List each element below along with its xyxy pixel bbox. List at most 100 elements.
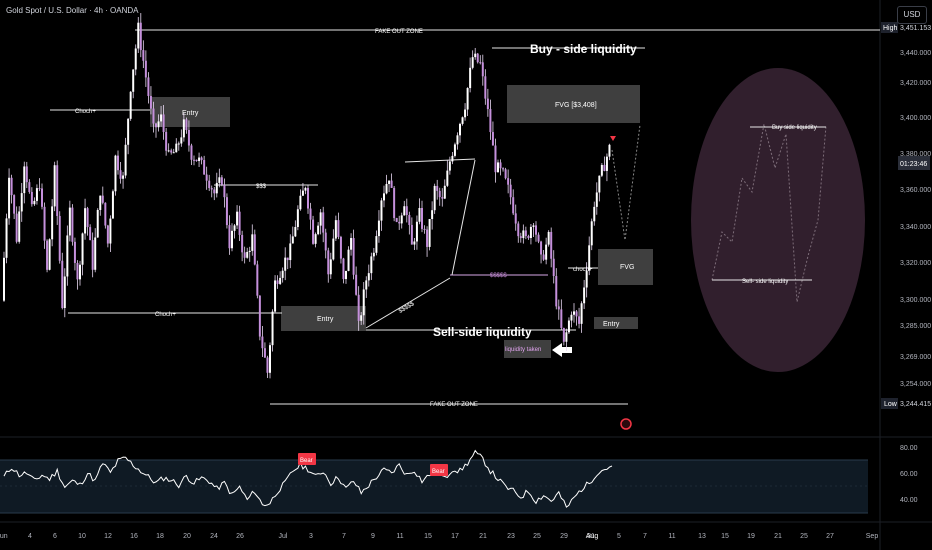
candle-body [61, 260, 64, 308]
candle-body [529, 226, 532, 239]
candle-body [375, 236, 378, 253]
candle-body [502, 168, 505, 170]
price-tick-label: 3,380.000 [900, 151, 931, 158]
candle-body [469, 67, 472, 89]
candle-body [5, 218, 8, 258]
candle-body [329, 259, 332, 275]
candle-body [122, 175, 125, 179]
candle-body [578, 316, 581, 324]
candle-body [514, 213, 517, 224]
candle-body [18, 211, 21, 242]
candle-body [471, 57, 474, 68]
candle-body [248, 250, 251, 252]
candle-body [453, 144, 456, 156]
currency-button[interactable]: USD [897, 6, 927, 24]
time-tick-label: 17 [451, 533, 459, 540]
time-tick-label: 9 [371, 533, 375, 540]
candle-body [418, 208, 421, 222]
candle-body [291, 236, 294, 244]
candle-body [256, 264, 259, 296]
high-value: 3,451.153 [900, 25, 931, 32]
candle-body [8, 177, 11, 219]
candle-body [415, 221, 418, 242]
candle-body [25, 166, 28, 183]
candle-body [236, 211, 239, 226]
time-tick-label: 11 [396, 533, 403, 540]
candle-body [347, 249, 350, 271]
candle-body [314, 234, 317, 244]
candle-body [79, 264, 81, 280]
candle-body [203, 160, 206, 175]
candle-body [81, 233, 84, 265]
candle-body [91, 240, 94, 270]
candle-body [605, 156, 608, 171]
candle-body [124, 144, 127, 176]
candle-body [127, 118, 130, 145]
candle-body [177, 143, 180, 145]
candle-body [307, 187, 309, 209]
candle-body [117, 155, 119, 171]
candle-body [94, 237, 97, 270]
fake-out-bottom-label: FAKE OUT ZONE [430, 402, 478, 408]
candle-body [567, 320, 570, 333]
candle-body [225, 197, 228, 226]
price-tick-label: 3,420.000 [900, 80, 931, 87]
candle-body [509, 184, 512, 198]
time-tick-label: 3 [309, 533, 313, 540]
candle-body [608, 144, 611, 157]
candle-body [106, 225, 109, 244]
candle-body [362, 289, 365, 316]
rsi-tick-label: 60.00 [900, 471, 918, 478]
candle-body [33, 200, 36, 205]
entry-label-2: Entry [317, 316, 334, 323]
candle-body [253, 234, 256, 265]
candle-body [481, 62, 484, 77]
trend-line [404, 158, 476, 163]
candle-body [484, 76, 487, 99]
time-tick-label: 23 [507, 533, 515, 540]
candle-body [413, 241, 416, 245]
time-tick-label: 7 [342, 533, 346, 540]
time-tick-label-month: Aug [586, 533, 599, 540]
candle-body [319, 212, 322, 226]
candle-body [243, 252, 246, 258]
entry-zone-3 [594, 317, 638, 329]
candle-body [281, 270, 284, 278]
candle-body [555, 275, 558, 307]
candle-body [86, 208, 89, 228]
candle-body [266, 357, 269, 373]
symbol-title: Gold Spot / U.S. Dollar · 4h · OANDA [6, 6, 139, 15]
candle-body [517, 223, 520, 237]
candle-body [200, 157, 203, 161]
candle-body [15, 213, 18, 242]
candle-body [491, 132, 494, 146]
time-tick-label: 4 [28, 533, 32, 540]
candle-body [63, 276, 66, 308]
candle-body [208, 180, 211, 189]
candle-body [147, 77, 150, 96]
rsi-line [3, 449, 613, 508]
price-tick-label: 3,340.000 [900, 224, 931, 231]
candle-body [410, 224, 413, 245]
time-tick-label: 31 [587, 533, 595, 540]
candle-body [352, 238, 355, 275]
candle-body [304, 187, 307, 191]
candle-body [428, 219, 431, 247]
candle-body [223, 184, 226, 198]
candle-body [431, 210, 434, 220]
candle-body [162, 114, 165, 132]
candle-body [532, 225, 535, 227]
circle-buy-label: Buy side liquidity [772, 125, 817, 131]
alert-icon[interactable] [620, 418, 632, 430]
candle-body [588, 245, 591, 271]
candle-body [165, 131, 168, 151]
candle-body [552, 258, 555, 276]
candle-body [241, 234, 244, 253]
candle-body [101, 195, 104, 203]
candle-body [20, 193, 23, 212]
candle-body [595, 192, 598, 207]
candle-body [486, 98, 489, 110]
candle-body [580, 303, 583, 324]
candle-body [345, 270, 347, 280]
